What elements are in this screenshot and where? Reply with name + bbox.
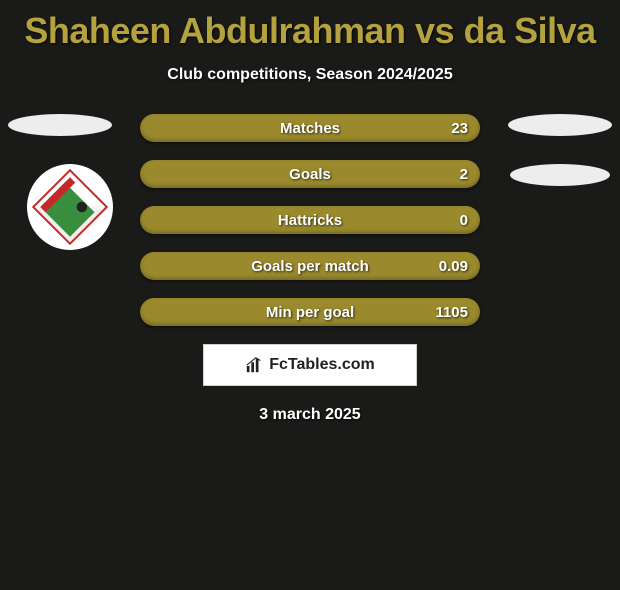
player1-placeholder-ellipse [8,114,112,136]
stat-value: 1105 [435,304,468,321]
brand-box[interactable]: FcTables.com [203,344,417,386]
comparison-content: Matches 23 Goals 2 Hattricks 0 Goals per… [0,114,620,424]
stat-row-goals: Goals 2 [140,160,480,188]
stat-label: Min per goal [266,304,354,321]
stat-value: 2 [460,166,468,183]
bars-chart-icon [245,356,263,374]
stat-row-goals-per-match: Goals per match 0.09 [140,252,480,280]
stat-value: 0 [460,212,468,229]
stat-row-matches: Matches 23 [140,114,480,142]
player2-placeholder-ellipse [508,114,612,136]
stat-label: Matches [280,120,340,137]
player2-club-ellipse [510,164,610,186]
stat-label: Hattricks [278,212,342,229]
player1-club-badge [27,164,113,250]
stats-table: Matches 23 Goals 2 Hattricks 0 Goals per… [140,114,480,326]
stat-row-min-per-goal: Min per goal 1105 [140,298,480,326]
stat-label: Goals [289,166,331,183]
stat-label: Goals per match [251,258,369,275]
stat-value: 23 [451,120,468,137]
stat-row-hattricks: Hattricks 0 [140,206,480,234]
subtitle: Club competitions, Season 2024/2025 [0,66,620,84]
stat-value: 0.09 [439,258,468,275]
brand-text: FcTables.com [269,356,375,374]
page-title: Shaheen Abdulrahman vs da Silva [0,10,620,52]
club-logo-icon [32,169,108,245]
footer-date: 3 march 2025 [0,406,620,424]
